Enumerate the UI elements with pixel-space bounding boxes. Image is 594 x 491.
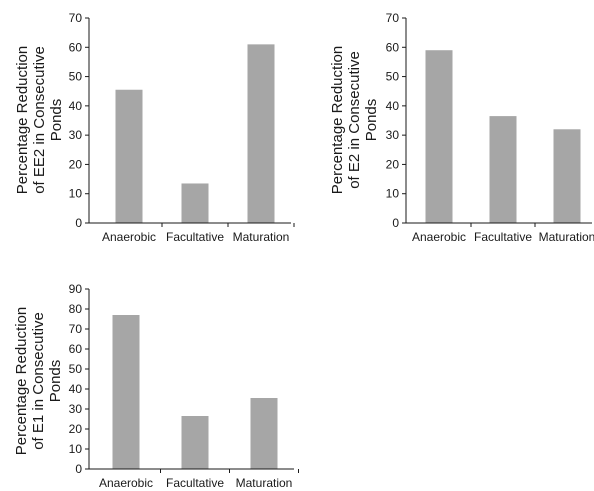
chart-e1-reduction: 0 10 20 30 40 50 60 70 80 90 Anaerobic Facultative M… [13, 282, 299, 490]
bar [115, 89, 143, 223]
y-tick-label: 10 [69, 187, 83, 201]
y-axis-label-line: Percentage Reduction [329, 46, 346, 194]
bar [181, 416, 209, 469]
y-tick-label: 90 [69, 282, 83, 296]
chart-ee2-reduction: 0 10 20 30 40 50 60 70 Anaerobic Facultative Matur… [14, 11, 295, 244]
y-tick-label: 40 [69, 99, 83, 113]
bar [250, 398, 278, 469]
y-tick-label: 80 [69, 302, 83, 316]
y-tick-label: 70 [69, 11, 83, 25]
x-tick-label: Facultative [474, 230, 532, 244]
y-tick-label: 40 [386, 99, 400, 113]
x-tick-label: Maturation [539, 230, 594, 244]
y-tick-label: 30 [386, 128, 400, 142]
y-axis-label-line: Ponds [48, 99, 65, 142]
y-tick-label: 60 [386, 40, 400, 54]
bar [112, 315, 140, 469]
x-tick-label: Facultative [166, 230, 224, 244]
y-tick-label: 50 [69, 362, 83, 376]
y-axis-label: Percentage Reductionof E1 in Consecutive… [13, 307, 64, 455]
y-tick-label: 60 [69, 40, 83, 54]
y-axis-label: Percentage Reductionof E2 in Consecutive… [329, 46, 380, 194]
y-tick-label: 70 [69, 322, 83, 336]
y-tick-label: 60 [69, 342, 83, 356]
y-tick-label: 0 [75, 216, 82, 230]
y-tick-label: 0 [75, 462, 82, 476]
x-tick-label: Anaerobic [412, 230, 466, 244]
x-tick-label: Maturation [236, 476, 293, 490]
x-tick-label: Facultative [166, 476, 224, 490]
x-tick-label: Maturation [233, 230, 290, 244]
x-tick-label: Anaerobic [102, 230, 156, 244]
bar [425, 50, 453, 223]
y-tick-label: 0 [392, 216, 399, 230]
y-tick-label: 50 [386, 70, 400, 84]
y-tick-label: 30 [69, 402, 83, 416]
y-tick-label: 20 [69, 422, 83, 436]
y-tick-label: 70 [386, 11, 400, 25]
y-axis-label-line: of E2 in Consecutive [346, 51, 363, 189]
x-tick-label: Anaerobic [99, 476, 153, 490]
y-tick-label: 50 [69, 70, 83, 84]
bar [181, 183, 209, 223]
y-tick-label: 10 [386, 187, 400, 201]
bar [247, 44, 275, 223]
chart-e2-reduction: 0 10 20 30 40 50 60 70 Anaerobic Facultative Matur… [329, 11, 594, 244]
bar [489, 116, 517, 223]
y-tick-label: 40 [69, 382, 83, 396]
y-tick-label: 10 [69, 442, 83, 456]
y-axis-label-line: Ponds [363, 99, 380, 142]
y-axis-label-line: Percentage Reduction [13, 307, 30, 455]
y-tick-label: 30 [69, 128, 83, 142]
y-axis-label: Percentage Reductionof EE2 in Consecutiv… [14, 46, 65, 194]
y-axis-label-line: Ponds [47, 360, 64, 403]
y-axis-label-line: of EE2 in Consecutive [31, 46, 48, 194]
y-tick-label: 20 [386, 157, 400, 171]
bar [553, 129, 581, 223]
y-tick-label: 20 [69, 157, 83, 171]
y-axis-label-line: of E1 in Consecutive [30, 312, 47, 450]
y-axis-label-line: Percentage Reduction [14, 46, 31, 194]
